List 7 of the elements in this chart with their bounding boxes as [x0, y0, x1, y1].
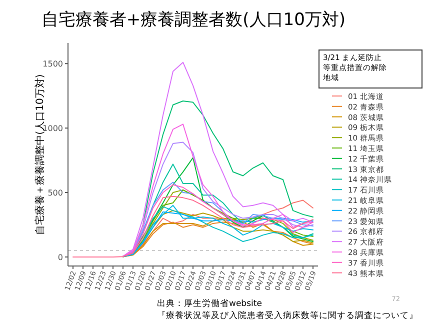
chart-title: 自宅療養者+療養調整者数(人口10万対): [41, 10, 346, 30]
y-tick-label: 0: [58, 252, 63, 262]
y-tick-label: 1500: [42, 60, 63, 69]
y-tick-label: 1000: [42, 124, 63, 134]
text: 『療養状況等及び入院患者受入病床数等に関する調査について』: [157, 310, 418, 320]
source-note: 出典：厚生労働省website: [157, 298, 262, 309]
y-tick-label: 500: [48, 188, 63, 198]
